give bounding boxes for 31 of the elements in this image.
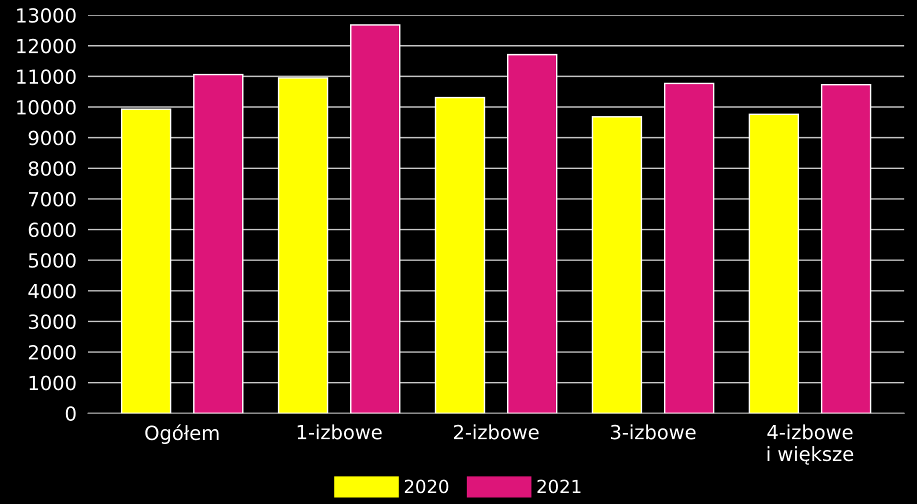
bar [434, 96, 486, 414]
y-tick-label: 9000 [28, 130, 76, 146]
y-tick-label: 3000 [28, 314, 76, 330]
bar [748, 114, 800, 414]
bar [507, 54, 558, 414]
bar [120, 108, 172, 414]
x-tick-label: 2-izbowe [454, 424, 539, 440]
y-tick-label: 10000 [17, 100, 76, 115]
bar [350, 24, 400, 414]
x-tick-label: 1-izbowe [298, 424, 382, 440]
bar [193, 74, 244, 414]
y-tick-label: 13000 [17, 8, 76, 23]
y-tick-label: 12000 [17, 38, 76, 54]
y-tick-label: 6000 [28, 222, 76, 238]
bar [592, 116, 642, 414]
y-tick-label: 5000 [28, 253, 76, 268]
bar [664, 82, 714, 414]
y-tick-label: 11000 [17, 69, 76, 84]
x-tick-label: Ogółem [145, 424, 219, 444]
y-tick-label: 7000 [29, 192, 76, 207]
bar [820, 84, 872, 414]
legend-label: 2020 [404, 480, 448, 494]
y-tick-label: 8000 [28, 161, 76, 176]
x-tick-label: 3-izbowe [610, 424, 696, 440]
y-tick-label: 4000 [28, 284, 76, 298]
bar [278, 77, 328, 414]
y-tick-label: 1000 [30, 376, 76, 390]
legend-label: 2021 [537, 480, 580, 494]
y-tick-label: 2000 [28, 344, 76, 360]
y-tick-label: 0 [66, 406, 76, 421]
x-tick-label: 4-izbowe i większe [767, 424, 854, 465]
